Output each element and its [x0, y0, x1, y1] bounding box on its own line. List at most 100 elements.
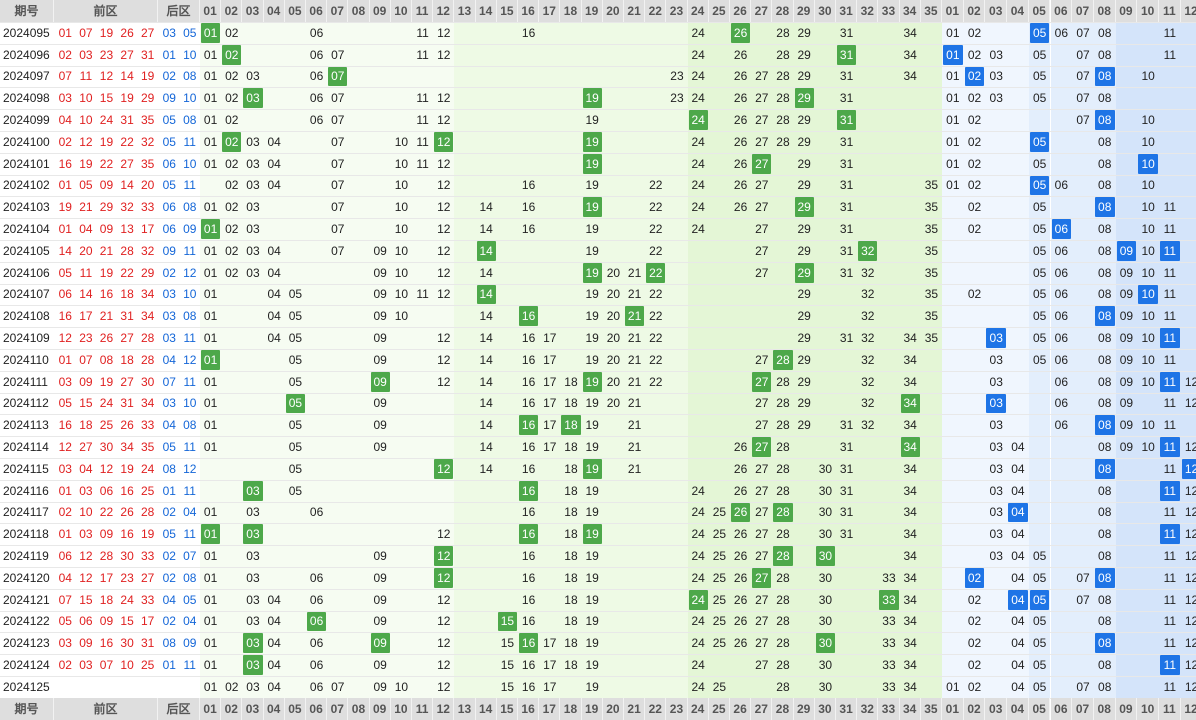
front-trend-number: 29 — [797, 69, 811, 84]
back-trend-number: 04 — [1011, 570, 1025, 585]
period-cell: 2024106 — [3, 265, 50, 280]
header-front-col: 32 — [857, 0, 879, 22]
front-ball: 31 — [120, 309, 134, 324]
front-trend-number: 30 — [818, 527, 833, 542]
front-trend-number: 12 — [437, 265, 451, 280]
back-trend-number: 07 — [1076, 679, 1090, 694]
front-ball: 25 — [141, 658, 155, 673]
front-hit-mark: 12 — [434, 132, 454, 152]
footer-front-col: 21 — [624, 697, 646, 720]
back-hit-mark: 08 — [1094, 197, 1115, 218]
front-trend-number: 19 — [585, 505, 599, 520]
front-trend-number: 24 — [691, 636, 705, 651]
front-trend-number: 10 — [394, 222, 409, 237]
front-trend-number: 18 — [564, 374, 578, 389]
front-zone-column — [857, 22, 879, 698]
front-trend-number: 17 — [543, 636, 557, 651]
row-divider — [0, 327, 1196, 329]
front-trend-number: 24 — [691, 134, 705, 149]
front-trend-number: 21 — [627, 265, 642, 280]
header-front-col: 05 — [284, 0, 306, 22]
front-trend-number: 29 — [797, 309, 811, 324]
back-hit-mark: 08 — [1094, 415, 1115, 436]
back-ball: 04 — [162, 352, 176, 367]
front-trend-number: 26 — [733, 113, 748, 128]
front-ball: 07 — [79, 25, 93, 40]
back-ball: 08 — [162, 461, 176, 476]
front-ball: 34 — [141, 287, 155, 302]
front-ball: 05 — [58, 396, 72, 411]
back-trend-number: 05 — [1032, 658, 1047, 673]
back-trend-number: 02 — [967, 614, 982, 629]
header-front-col: 27 — [751, 0, 773, 22]
front-trend-number: 32 — [861, 352, 875, 367]
back-trend-number: 11 — [1163, 396, 1177, 411]
front-trend-number: 10 — [394, 309, 409, 324]
front-ball: 06 — [58, 549, 72, 564]
front-trend-number: 27 — [755, 505, 769, 520]
row-divider — [0, 501, 1196, 503]
front-ball: 03 — [79, 47, 93, 62]
front-ball: 22 — [120, 134, 134, 149]
front-trend-number: 16 — [521, 679, 536, 694]
front-trend-number: 01 — [203, 570, 218, 585]
period-cell: 2024113 — [3, 418, 49, 433]
back-trend-number: 12 — [1184, 679, 1196, 694]
front-trend-number: 32 — [861, 396, 875, 411]
header-front-col: 18 — [560, 0, 582, 22]
front-trend-number: 31 — [839, 483, 854, 498]
front-trend-number: 28 — [776, 440, 790, 455]
back-trend-number: 02 — [967, 113, 982, 128]
front-trend-number: 28 — [776, 461, 790, 476]
back-trend-number: 10 — [1141, 309, 1155, 324]
back-ball: 06 — [162, 200, 176, 215]
back-trend-number: 11 — [1163, 461, 1177, 476]
front-trend-number: 17 — [543, 396, 557, 411]
front-trend-number: 21 — [627, 440, 642, 455]
front-hit-mark: 16 — [519, 415, 539, 436]
back-trend-number: 12 — [1184, 549, 1196, 564]
front-ball: 15 — [120, 614, 134, 629]
front-trend-number: 34 — [903, 505, 917, 520]
back-trend-number: 10 — [1141, 374, 1155, 389]
header-front-label: 前区 — [54, 0, 158, 22]
front-ball: 12 — [79, 134, 93, 149]
front-ball: 19 — [120, 461, 134, 476]
period-cell: 2024118 — [3, 527, 49, 542]
front-trend-number: 14 — [479, 200, 493, 215]
back-trend-number: 02 — [967, 679, 982, 694]
back-trend-number: 10 — [1141, 134, 1155, 149]
front-trend-number: 05 — [288, 309, 303, 324]
back-ball: 10 — [183, 396, 197, 411]
front-trend-number: 34 — [903, 483, 917, 498]
front-ball: 29 — [99, 200, 114, 215]
front-trend-number: 06 — [309, 636, 324, 651]
front-hit-mark: 16 — [519, 480, 539, 501]
back-zone-column — [963, 22, 986, 698]
front-trend-number: 34 — [903, 549, 917, 564]
front-trend-number: 26 — [733, 636, 748, 651]
front-trend-number: 19 — [585, 592, 599, 607]
front-trend-number: 22 — [649, 309, 663, 324]
back-trend-number: 08 — [1098, 222, 1112, 237]
front-trend-number: 14 — [479, 396, 493, 411]
front-ball: 35 — [141, 113, 155, 128]
front-hit-mark: 28 — [773, 350, 793, 370]
front-trend-number: 05 — [288, 440, 303, 455]
front-trend-number: 12 — [437, 352, 451, 367]
front-zone-column — [920, 22, 942, 698]
front-hit-mark: 07 — [328, 66, 348, 87]
row-divider — [0, 588, 1196, 590]
front-ball: 11 — [79, 69, 93, 84]
front-trend-number: 27 — [755, 265, 769, 280]
footer-back-col: 06 — [1050, 697, 1073, 720]
front-zone-column — [730, 22, 752, 698]
front-ball: 12 — [79, 549, 93, 564]
row-divider — [0, 87, 1196, 89]
back-ball: 05 — [183, 25, 197, 40]
back-zone-column — [1180, 22, 1196, 698]
front-ball: 06 — [79, 614, 93, 629]
front-trend-number: 22 — [649, 178, 663, 193]
row-divider — [0, 479, 1196, 481]
front-trend-number: 01 — [203, 396, 218, 411]
